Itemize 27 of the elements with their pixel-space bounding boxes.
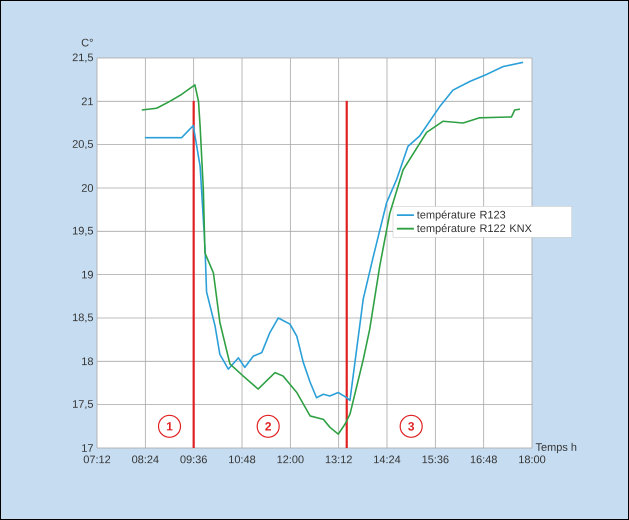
legend-label: température R122 KNX	[416, 224, 532, 234]
x-tick-label: 15:36	[422, 456, 449, 464]
y-axis-title: C°	[82, 38, 93, 46]
y-tick-label: 18,5	[72, 313, 94, 323]
y-tick-label: 21,5	[72, 53, 94, 63]
x-tick-label: 14:24	[374, 456, 400, 464]
x-tick-label: 13:12	[326, 456, 352, 464]
x-tick-label: 10:48	[229, 456, 256, 464]
y-tick-label: 18	[82, 357, 93, 366]
y-tick-label: 17,5	[72, 400, 94, 410]
annotation: 3	[408, 422, 414, 431]
annotation: 1	[166, 422, 172, 430]
y-tick-label: 17	[82, 444, 93, 452]
x-tick-label: 16:48	[470, 456, 497, 464]
x-tick-label: 08:24	[132, 456, 159, 464]
x-axis-title: Temps h	[536, 442, 576, 454]
x-tick-label: 09:36	[180, 456, 207, 464]
x-tick-label: 12:00	[277, 456, 304, 464]
x-tick-label: 07:12	[84, 456, 110, 464]
y-tick-label: 19,5	[72, 226, 94, 236]
y-tick-label: 20,5	[72, 140, 94, 150]
y-tick-label: 19	[82, 270, 93, 279]
legend-label: température R123	[416, 210, 506, 221]
x-tick-label: 18:00	[519, 456, 546, 464]
y-tick-label: 20	[82, 184, 94, 192]
y-tick-label: 21	[82, 98, 93, 106]
annotation: 2	[265, 422, 272, 430]
